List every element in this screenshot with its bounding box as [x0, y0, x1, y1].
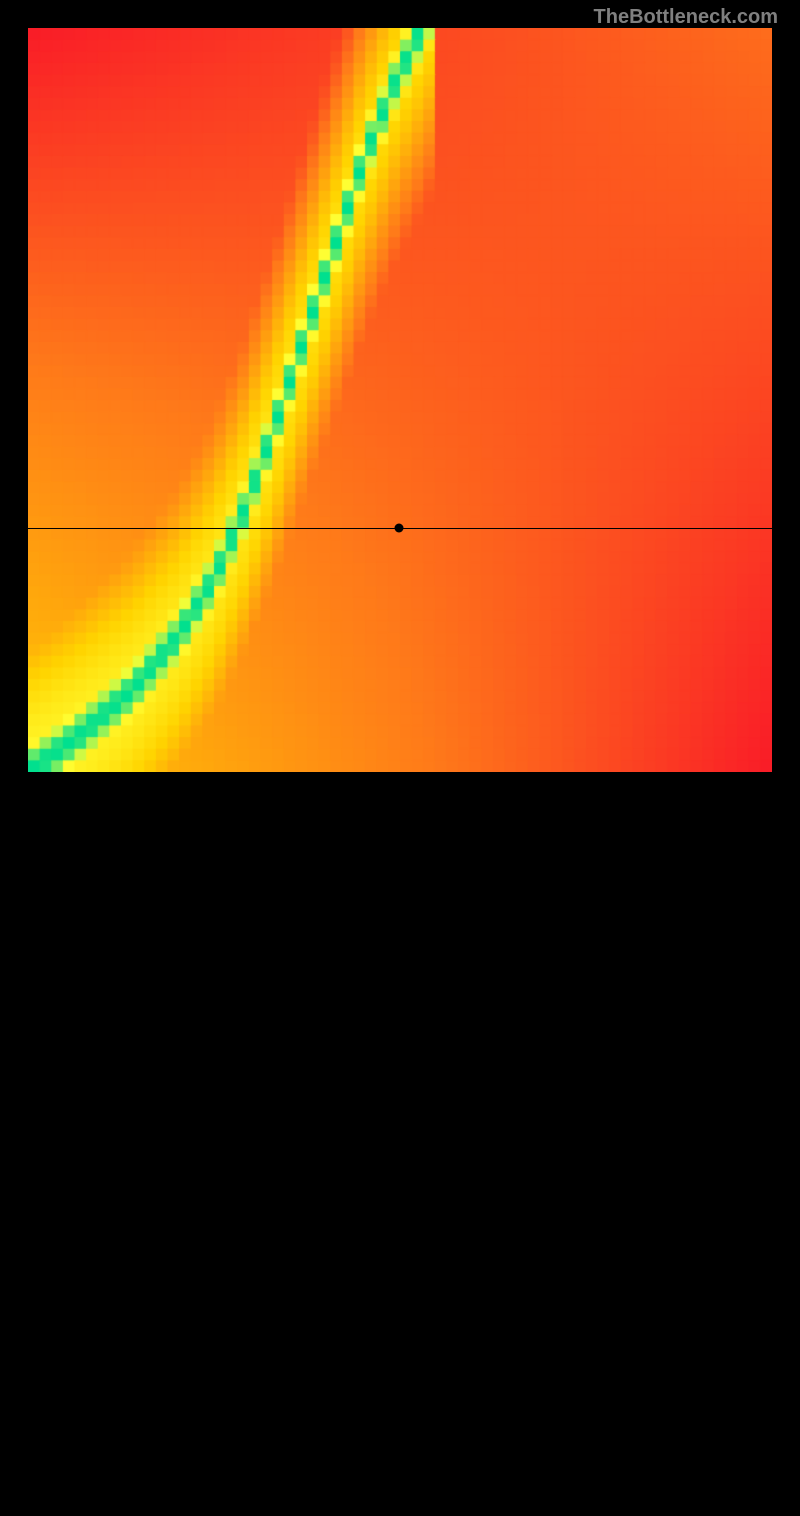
- heatmap-chart: [28, 28, 772, 772]
- watermark-text: TheBottleneck.com: [594, 6, 778, 29]
- heatmap-canvas: [28, 28, 772, 772]
- crosshair-vertical: [399, 772, 400, 1516]
- marker-dot: [394, 523, 403, 532]
